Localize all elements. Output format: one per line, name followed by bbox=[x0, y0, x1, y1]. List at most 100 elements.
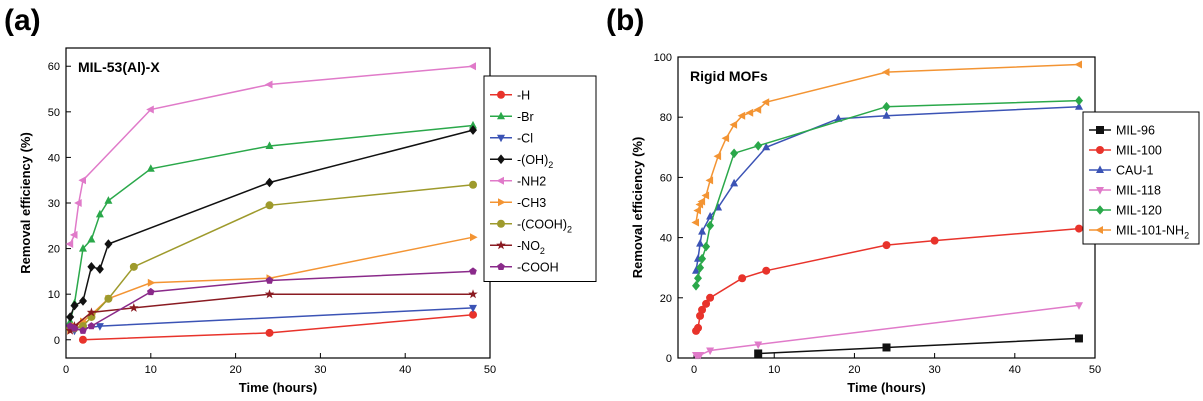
b-series-6-point bbox=[713, 152, 722, 161]
b-x-tick-label: 20 bbox=[848, 364, 860, 376]
a-series-7-point bbox=[469, 180, 478, 189]
a-series-2-point bbox=[87, 234, 96, 243]
a-legend-label: -Br bbox=[517, 110, 534, 124]
b-series-5-point bbox=[692, 281, 700, 291]
a-y-tick-label: 0 bbox=[54, 335, 60, 347]
b-series-1-line bbox=[758, 337, 1080, 355]
b-y-tick-label: 40 bbox=[660, 233, 672, 245]
a-series-9-point bbox=[70, 324, 79, 332]
a-series-2-point bbox=[146, 164, 155, 172]
a-x-tick-label: 10 bbox=[145, 364, 157, 376]
b-series-2-point bbox=[882, 241, 891, 250]
b-series-2-point bbox=[762, 266, 771, 275]
a-legend-item: -NO2 bbox=[490, 239, 545, 256]
a-y-tick-label: 60 bbox=[48, 61, 60, 73]
b-series-3-point bbox=[834, 114, 843, 122]
a-series-4-point bbox=[87, 262, 96, 272]
a-series-8-point bbox=[129, 302, 139, 312]
a-series-7 bbox=[66, 180, 478, 333]
a-x-tick-label: 40 bbox=[399, 364, 411, 376]
b-series-3-point bbox=[698, 227, 707, 235]
a-legend-item: -Cl bbox=[490, 131, 533, 145]
a-legend-label: -H bbox=[517, 88, 530, 102]
a-series-4-point bbox=[70, 300, 79, 311]
a-series-5 bbox=[65, 62, 476, 248]
a-series-4-point bbox=[79, 296, 87, 306]
panel-a-label: (a) bbox=[4, 4, 41, 37]
a-chart-title: MIL-53(Al)-X bbox=[78, 59, 160, 75]
b-y-tick-label: 20 bbox=[660, 293, 672, 305]
a-legend-item: -H bbox=[490, 88, 530, 102]
a-legend-item: -(COOH)2 bbox=[490, 217, 572, 234]
a-legend-swatch-marker bbox=[496, 176, 504, 185]
b-series-6-point bbox=[691, 218, 699, 227]
a-series-7-point bbox=[104, 294, 113, 303]
a-series-3-point bbox=[95, 323, 104, 331]
a-legend-label: -Cl bbox=[517, 131, 533, 145]
b-legend-item: MIL-118 bbox=[1089, 184, 1161, 198]
a-legend-label: -(OH)2 bbox=[517, 153, 553, 170]
b-legend-label: CAU-1 bbox=[1116, 164, 1154, 178]
a-legend-item: -Br bbox=[490, 110, 534, 124]
b-series-2-point bbox=[694, 323, 703, 332]
a-x-tick-label: 30 bbox=[314, 364, 326, 376]
a-series-4 bbox=[66, 125, 477, 322]
a-legend-label: -NO2 bbox=[517, 239, 545, 256]
b-legend-swatch-marker bbox=[1096, 146, 1104, 154]
b-series-6-point bbox=[881, 68, 890, 77]
b-series-5-point bbox=[882, 101, 891, 112]
b-series-2 bbox=[692, 224, 1083, 335]
a-legend-swatch-marker bbox=[496, 240, 506, 250]
b-x-tick-label: 40 bbox=[1009, 364, 1021, 376]
a-series-5-point bbox=[146, 105, 154, 114]
a-series-2-point bbox=[469, 120, 477, 129]
b-legend-swatch-marker bbox=[1096, 187, 1104, 195]
a-legend-item: -COOH bbox=[490, 260, 559, 274]
a-series-4-line bbox=[69, 129, 474, 318]
b-series-2-point bbox=[702, 299, 711, 308]
b-series-6-point bbox=[721, 134, 730, 143]
b-series-1-point bbox=[882, 343, 891, 352]
b-series-6-point bbox=[753, 105, 762, 114]
b-series-3-point bbox=[730, 178, 739, 187]
a-x-tick-label: 50 bbox=[484, 364, 496, 376]
b-legend-swatch-marker bbox=[1096, 205, 1104, 215]
a-series-4-point bbox=[469, 125, 477, 135]
a-series-3-point bbox=[469, 304, 477, 313]
b-series-5-point bbox=[694, 273, 702, 283]
b-legend-label: MIL-118 bbox=[1116, 184, 1161, 198]
b-legend-swatch-marker bbox=[1096, 165, 1104, 173]
b-series-1-point bbox=[1074, 334, 1083, 343]
a-legend-label: -CH3 bbox=[517, 196, 546, 210]
a-legend-label: -(COOH)2 bbox=[517, 217, 572, 234]
b-series-6 bbox=[691, 60, 1082, 227]
a-series-8-point bbox=[264, 289, 275, 299]
b-series-4-point bbox=[754, 341, 763, 350]
a-series-4-point bbox=[104, 239, 113, 249]
b-legend-label: MIL-120 bbox=[1116, 204, 1162, 218]
a-series-8-point bbox=[86, 307, 97, 317]
b-x-tick-label: 50 bbox=[1089, 364, 1101, 376]
b-series-6-line bbox=[695, 63, 1080, 223]
b-series-5-point bbox=[730, 148, 739, 159]
b-series-2-point bbox=[696, 311, 705, 320]
a-series-7-point bbox=[265, 201, 274, 210]
a-series-9-point bbox=[469, 267, 477, 275]
b-legend-item: MIL-120 bbox=[1089, 204, 1162, 218]
b-legend-item: MIL-101-NH2 bbox=[1089, 224, 1189, 241]
a-legend-swatch-marker bbox=[497, 90, 505, 99]
b-series-6-point bbox=[701, 191, 710, 200]
b-legend-item: MIL-100 bbox=[1089, 144, 1162, 158]
a-legend-item: -(OH)2 bbox=[490, 153, 553, 170]
a-series-8 bbox=[65, 289, 478, 335]
panel-b: (b) 0 10 20 30 40 50 0 20 40 60 80 100 Time (hours) R… bbox=[600, 0, 1203, 401]
a-plot-frame bbox=[65, 47, 491, 359]
a-series-4-point bbox=[95, 264, 104, 274]
b-series-2-point bbox=[706, 293, 715, 302]
a-y-tick-label: 10 bbox=[48, 289, 60, 301]
a-x-axis-label: Time (hours) bbox=[239, 380, 318, 395]
a-legend-label: -COOH bbox=[517, 260, 559, 274]
a-series-1-point bbox=[469, 310, 478, 319]
a-series-1-point bbox=[265, 328, 274, 337]
chart-b: 0 10 20 30 40 50 0 20 40 60 80 100 Time (hours) Remov… bbox=[630, 52, 1200, 395]
